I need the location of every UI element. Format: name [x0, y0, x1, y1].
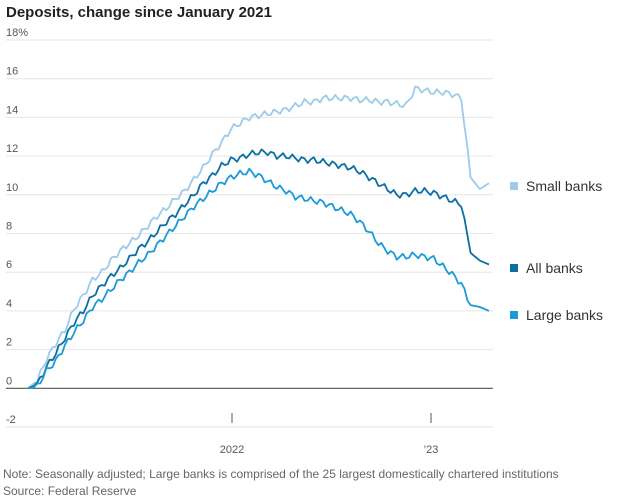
series-line-large-banks — [27, 167, 490, 390]
axis-labels: 18% 16 14 12 10 8 6 4 2 0 -2 2022 ’23 — [6, 27, 438, 456]
y-tick-label: 14 — [6, 104, 18, 116]
y-tick-label: 10 — [6, 182, 18, 194]
legend-swatch — [510, 311, 518, 319]
legend-swatch — [510, 182, 518, 190]
y-tick-label: 18% — [6, 27, 28, 39]
series-line-small-banks — [27, 85, 490, 389]
y-tick-label: 2 — [6, 337, 12, 349]
legend-label: Small banks — [526, 178, 602, 194]
y-tick-label: 0 — [6, 375, 12, 387]
legend-label: Large banks — [526, 307, 603, 323]
y-tick-label: 16 — [6, 66, 18, 78]
series-lines — [27, 85, 490, 390]
series-line-all-banks — [27, 148, 490, 390]
y-tick-label: 4 — [6, 298, 12, 310]
y-tick-label: 12 — [6, 143, 18, 155]
legend-swatch — [510, 264, 518, 272]
footnotes: Note: Seasonally adjusted; Large banks i… — [3, 466, 559, 500]
y-tick-label: 8 — [6, 221, 12, 233]
y-tick-label: 6 — [6, 259, 12, 271]
legend-label: All banks — [526, 260, 583, 276]
gridlines — [6, 39, 493, 428]
legend: Small banks All banks Large banks — [510, 178, 603, 323]
chart-source: Source: Federal Reserve — [3, 484, 137, 498]
x-tick-label: 2022 — [220, 444, 244, 456]
chart-title: Deposits, change since January 2021 — [6, 4, 272, 21]
deposits-line-chart: 18% 16 14 12 10 8 6 4 2 0 -2 2022 ’23 Small banks All… — [6, 27, 603, 456]
x-tick-label: ’23 — [424, 444, 439, 456]
y-tick-label: -2 — [6, 414, 16, 426]
chart-note: Note: Seasonally adjusted; Large banks i… — [3, 467, 559, 481]
